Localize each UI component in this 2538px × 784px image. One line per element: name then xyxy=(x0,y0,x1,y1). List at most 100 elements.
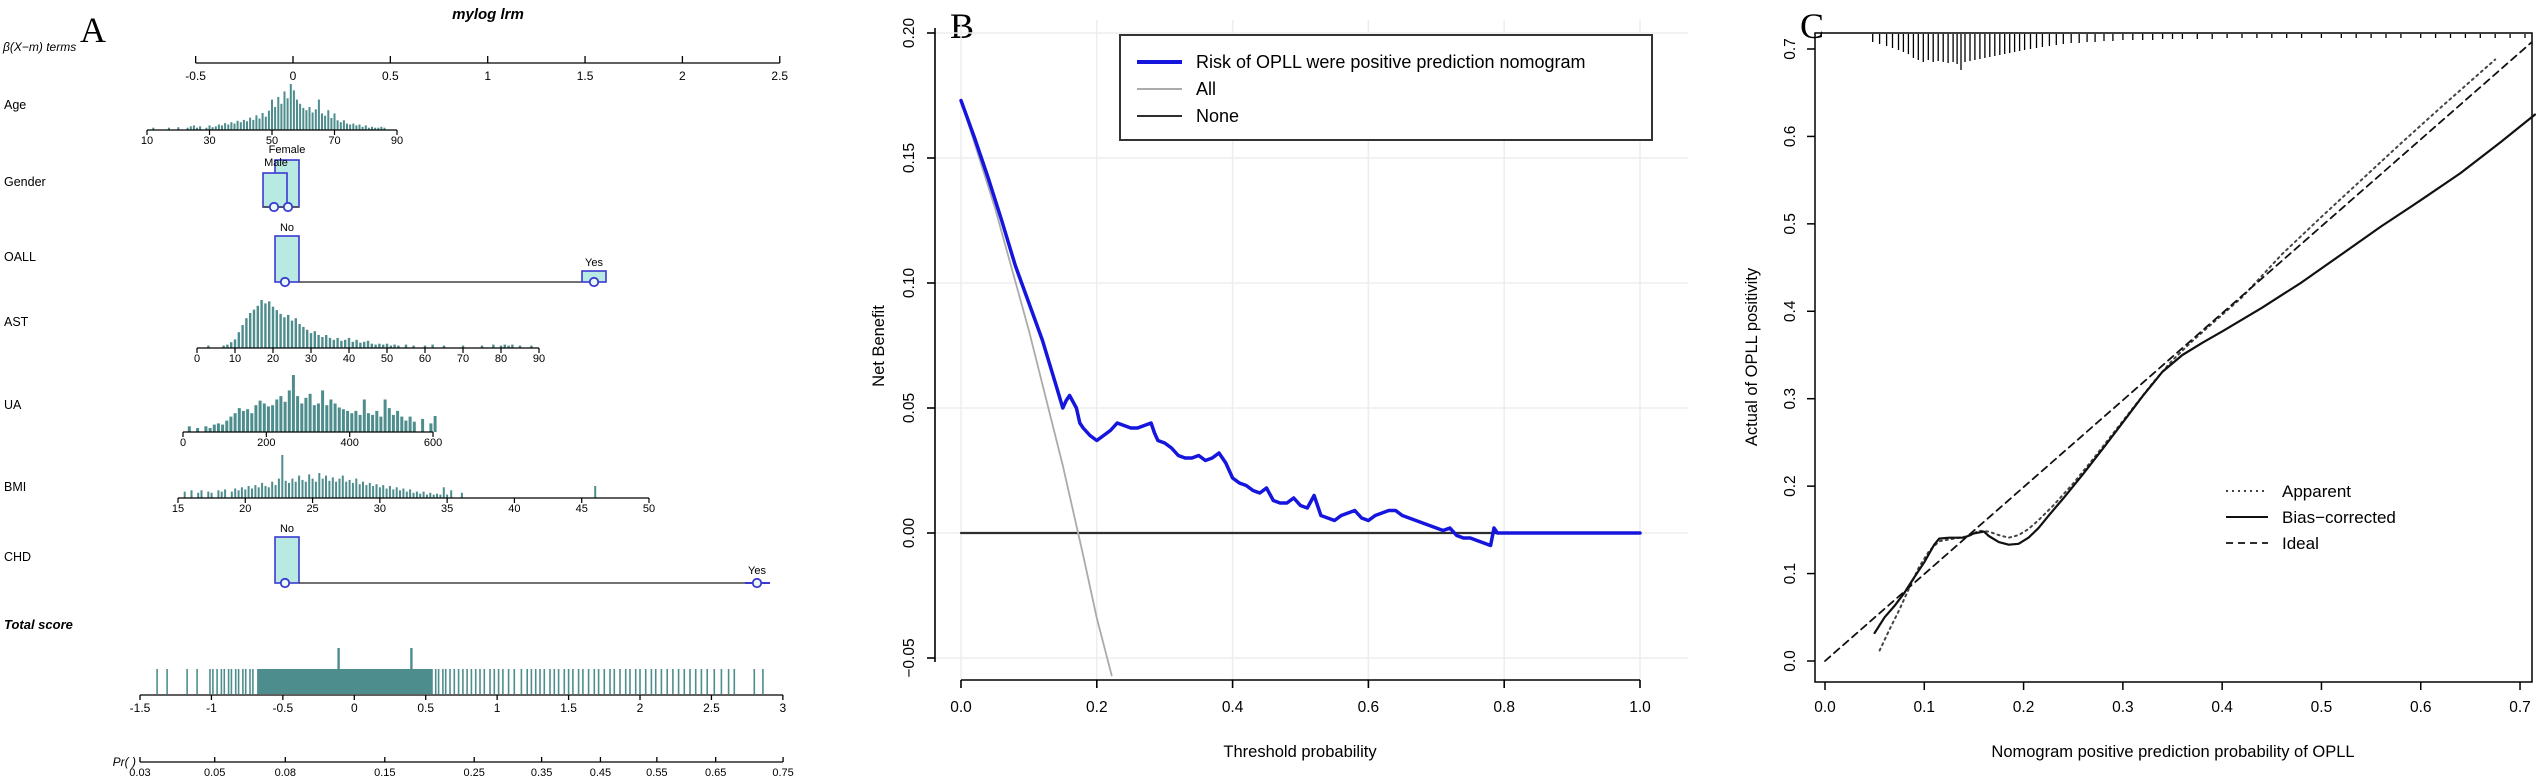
calibration-legend: Apparent Bias−corrected Ideal xyxy=(2226,482,2396,553)
y-tick-label: 0.7 xyxy=(1782,38,1799,60)
histogram-bar xyxy=(329,399,333,432)
bias-corrected-curve xyxy=(1873,113,2536,635)
histogram-bar xyxy=(378,487,381,499)
histogram-bar xyxy=(225,420,229,432)
x-tick-label: 0.0 xyxy=(1814,699,1836,716)
ast-axis-tick-label: 60 xyxy=(419,353,431,365)
x-tick-label: 0.8 xyxy=(1493,699,1515,716)
histogram-bar xyxy=(314,109,317,130)
beta-axis-tick-label: 2 xyxy=(679,69,686,83)
gender-level-male: Male xyxy=(264,157,288,169)
chd-row: No Yes xyxy=(274,523,770,589)
histogram-bar xyxy=(366,413,370,432)
histogram-bar xyxy=(421,418,425,432)
histogram-bar xyxy=(283,317,286,348)
ast-axis-tick-label: 50 xyxy=(381,353,393,365)
histogram-bar xyxy=(426,494,428,498)
panel-b-letter: B xyxy=(950,6,974,46)
panel-a-title: mylog lrm xyxy=(452,6,524,23)
row-label-age: Age xyxy=(4,98,26,112)
histogram-bar xyxy=(275,310,278,348)
histogram-bar xyxy=(409,489,412,498)
total-score-tick-label: -1.5 xyxy=(130,701,151,715)
histogram-bar xyxy=(237,408,241,432)
oall-level-yes: Yes xyxy=(585,257,603,269)
legend-label-nomogram: Risk of OPLL were positive prediction no… xyxy=(1196,52,1586,72)
pr-axis-tick-label: 0.15 xyxy=(374,767,395,779)
histogram-bar xyxy=(399,490,401,498)
histogram-bar xyxy=(257,487,260,499)
x-tick-label: 0.4 xyxy=(2211,699,2233,716)
histogram-bar xyxy=(296,99,298,130)
histogram-bar xyxy=(239,122,242,130)
histogram-bar xyxy=(250,413,254,432)
histogram-bar xyxy=(367,127,370,130)
histogram-bar xyxy=(211,127,214,130)
beta-axis-tick-label: -0.5 xyxy=(185,69,206,83)
histogram-bar xyxy=(152,127,155,130)
histogram-bar xyxy=(301,479,304,498)
histogram-bar xyxy=(392,489,395,498)
y-tick-label: 0.1 xyxy=(1782,563,1799,585)
histogram-bar xyxy=(264,486,267,498)
bmi-axis-tick-label: 50 xyxy=(643,503,655,515)
x-tick-label: 0.7 xyxy=(2509,699,2531,716)
legend-label-none: None xyxy=(1196,106,1239,126)
histogram-bar xyxy=(396,410,400,432)
histogram-bar xyxy=(480,345,484,348)
histogram-bar xyxy=(492,344,495,348)
histogram-bar xyxy=(298,324,301,348)
histogram-bar xyxy=(400,416,404,432)
y-tick-label: 0.10 xyxy=(901,268,918,299)
histogram-bar xyxy=(412,345,415,348)
histogram-bar xyxy=(252,119,255,130)
score-marker-circle xyxy=(268,201,280,213)
histogram-bar xyxy=(192,125,195,130)
score-marker-circle xyxy=(279,276,291,288)
histogram-bar xyxy=(499,345,503,348)
histogram-bar xyxy=(286,98,289,130)
y-tick-label: 0.3 xyxy=(1782,388,1799,410)
nomogram-net-benefit-curve xyxy=(959,98,1642,548)
histogram-bar xyxy=(230,122,233,130)
histogram-bar xyxy=(271,306,275,348)
histogram-bar xyxy=(283,91,286,130)
histogram-bar xyxy=(177,127,180,130)
ast-axis-tick-label: 80 xyxy=(495,353,507,365)
histogram-bar xyxy=(208,428,212,432)
histogram-bar xyxy=(230,491,233,499)
x-tick-label: 0.5 xyxy=(2311,699,2333,716)
histogram-bar xyxy=(200,490,203,498)
histogram-bar xyxy=(183,491,186,499)
histogram-bar xyxy=(382,485,385,498)
pr-axis-tick-label: 0.75 xyxy=(772,767,793,779)
histogram-bar xyxy=(284,480,287,498)
total-score-tick-label: 2.5 xyxy=(703,701,720,715)
histogram-bar xyxy=(336,120,339,130)
histogram-bar xyxy=(249,313,252,348)
factor-box xyxy=(274,536,300,584)
bmi-axis-tick-label: 35 xyxy=(441,503,453,515)
histogram-bar xyxy=(302,326,305,348)
total-score-tick-label: 2 xyxy=(637,701,644,715)
histogram-bar xyxy=(302,107,305,130)
histogram-bar xyxy=(332,339,335,348)
histogram-bar xyxy=(366,340,370,348)
histogram-bar xyxy=(224,489,227,498)
age-axis-tick-label: 10 xyxy=(141,135,153,147)
age-axis-tick-label: 90 xyxy=(391,135,403,147)
ast-axis-tick-label: 10 xyxy=(229,353,241,365)
histogram-bar xyxy=(237,332,240,348)
histogram-bar xyxy=(375,410,379,432)
histogram-bar xyxy=(429,423,433,432)
histogram-bar xyxy=(304,481,307,498)
histogram-bar xyxy=(246,121,248,130)
chd-level-yes: Yes xyxy=(748,565,766,577)
ast-axis-tick-label: 90 xyxy=(533,353,545,365)
histogram-bar xyxy=(412,492,415,498)
beta-axis-tick-label: 0.5 xyxy=(382,69,399,83)
oall-level-no: No xyxy=(280,222,294,234)
histogram-bar xyxy=(442,487,445,499)
histogram-bar xyxy=(317,99,320,130)
